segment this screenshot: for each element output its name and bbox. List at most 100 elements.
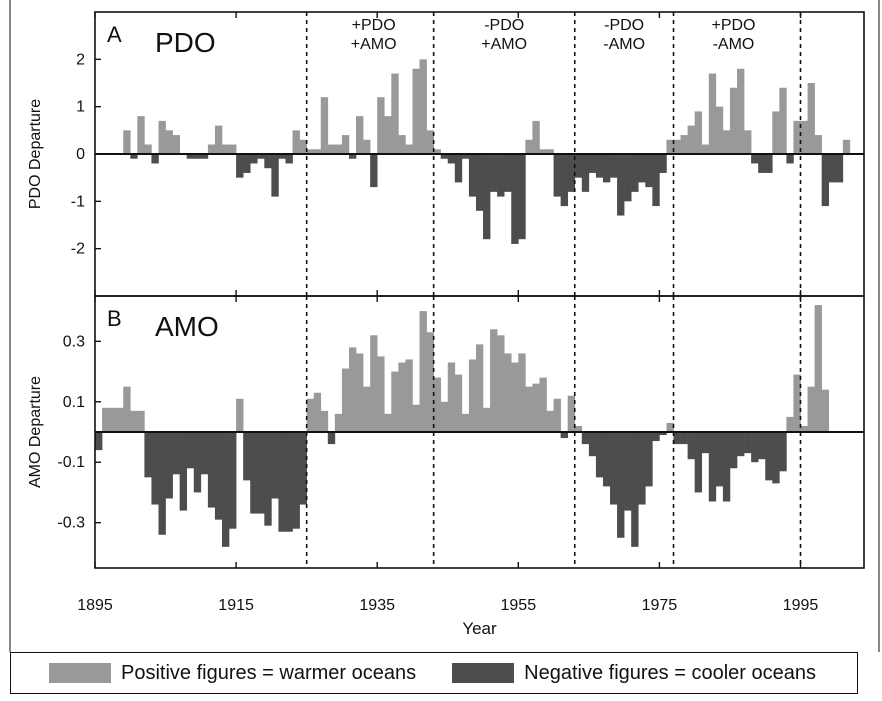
bar-pdo-1994 xyxy=(793,120,801,154)
bar-pdo-1917 xyxy=(250,154,258,164)
bar-amo-1974 xyxy=(652,432,660,442)
bar-pdo-1909 xyxy=(193,154,202,159)
bar-pdo-1902 xyxy=(144,144,152,154)
bar-amo-1940 xyxy=(412,404,420,432)
bar-pdo-1970 xyxy=(624,154,632,202)
bar-amo-1930 xyxy=(341,368,350,432)
bar-amo-1981 xyxy=(701,432,710,454)
bar-pdo-1959 xyxy=(546,149,554,154)
bar-pdo-1986 xyxy=(737,68,745,154)
bar-amo-1932 xyxy=(356,353,364,432)
bar-pdo-1952 xyxy=(497,154,505,197)
legend: Positive figures = warmer oceans Negativ… xyxy=(10,652,858,694)
bar-pdo-1938 xyxy=(398,135,406,154)
bar-pdo-1939 xyxy=(405,144,413,154)
bar-pdo-1975 xyxy=(659,154,667,173)
bar-amo-1967 xyxy=(602,432,611,487)
bar-amo-1965 xyxy=(588,432,597,457)
bar-amo-1960 xyxy=(553,398,561,432)
x-axis: 1895 1915 1935 1955 1975 1995 Year xyxy=(77,597,818,638)
bar-amo-1982 xyxy=(708,432,717,502)
bar-pdo-1913 xyxy=(221,144,230,154)
bar-pdo-1911 xyxy=(207,144,216,154)
bar-pdo-1926 xyxy=(313,149,322,154)
bar-amo-1900 xyxy=(130,410,138,432)
x-tick-label: 1915 xyxy=(218,597,254,614)
bar-pdo-1972 xyxy=(638,154,646,183)
bar-amo-1980 xyxy=(694,432,703,493)
bar-amo-1908 xyxy=(186,432,195,469)
bar-pdo-2000 xyxy=(835,154,844,183)
bar-pdo-1915 xyxy=(236,154,244,178)
y-tick-label: -0.1 xyxy=(57,454,85,471)
bar-pdo-1965 xyxy=(588,154,597,173)
bar-pdo-1981 xyxy=(701,144,710,154)
y-tick-label: 0.3 xyxy=(63,333,85,350)
bar-pdo-1992 xyxy=(779,87,787,154)
bar-pdo-1963 xyxy=(574,154,583,178)
bar-amo-1998 xyxy=(821,389,830,432)
bar-amo-1909 xyxy=(193,432,202,493)
bar-amo-1936 xyxy=(384,413,392,432)
y-axis-label: AMO Departure xyxy=(27,376,44,488)
bar-amo-1907 xyxy=(179,432,188,511)
bar-pdo-1985 xyxy=(729,87,738,154)
bar-amo-1954 xyxy=(511,362,519,432)
x-tick-label: 1935 xyxy=(359,597,395,614)
bar-amo-1927 xyxy=(320,410,329,432)
bar-amo-1942 xyxy=(426,332,434,432)
bar-pdo-1940 xyxy=(412,68,420,154)
bar-amo-1992 xyxy=(779,432,787,472)
regime-label-line2: -AMO xyxy=(713,36,755,53)
bar-amo-1905 xyxy=(165,432,173,499)
bar-pdo-1900 xyxy=(130,154,138,159)
bar-amo-1979 xyxy=(687,432,695,460)
bar-pdo-1988 xyxy=(751,154,759,164)
bar-pdo-1947 xyxy=(461,154,470,159)
bar-amo-1946 xyxy=(454,374,463,432)
bar-pdo-1980 xyxy=(694,111,703,154)
bar-pdo-1931 xyxy=(348,154,357,159)
bar-amo-1985 xyxy=(729,432,738,469)
bar-amo-1952 xyxy=(497,335,505,432)
bar-pdo-1974 xyxy=(652,154,660,207)
bar-pdo-1954 xyxy=(511,154,519,244)
bar-amo-1973 xyxy=(645,432,653,487)
bar-pdo-1918 xyxy=(257,154,265,159)
bar-pdo-1899 xyxy=(123,130,131,154)
bar-amo-1924 xyxy=(299,432,307,505)
bar-amo-1913 xyxy=(221,432,230,547)
bar-pdo-1919 xyxy=(264,154,272,169)
bar-amo-1984 xyxy=(722,432,731,502)
legend-item-positive: Positive figures = warmer oceans xyxy=(49,662,416,685)
bar-amo-1976 xyxy=(666,422,674,432)
bar-pdo-1991 xyxy=(772,111,780,154)
bar-pdo-1927 xyxy=(320,97,329,154)
bar-pdo-1969 xyxy=(617,154,625,216)
y-tick-label: 1 xyxy=(76,99,85,116)
panel-title: PDO xyxy=(155,27,216,58)
panel-b-amo: 0.3 0.1 -0.1 -0.3 B AMO AMO Departure xyxy=(27,295,865,569)
bar-amo-1958 xyxy=(539,377,547,432)
bar-amo-1963 xyxy=(574,425,583,432)
bar-amo-1925 xyxy=(306,398,315,432)
bar-amo-1962 xyxy=(567,395,576,432)
bar-amo-1957 xyxy=(532,383,540,432)
bar-pdo-1916 xyxy=(243,154,251,173)
bar-pdo-1923 xyxy=(292,130,300,154)
bar-amo-1947 xyxy=(461,413,470,432)
bar-amo-1956 xyxy=(525,386,533,432)
bar-amo-1943 xyxy=(433,377,441,432)
regime-label-line1: +PDO xyxy=(711,17,755,34)
y-tick-label: -1 xyxy=(71,193,85,210)
bar-pdo-1977 xyxy=(673,139,681,154)
bar-amo-1977 xyxy=(673,432,681,445)
bar-amo-1996 xyxy=(807,386,815,432)
bar-pdo-1943 xyxy=(433,149,441,154)
bar-amo-1990 xyxy=(765,432,773,481)
bar-pdo-1960 xyxy=(553,154,561,197)
bar-amo-1928 xyxy=(327,432,336,445)
bar-pdo-1973 xyxy=(645,154,653,188)
bar-pdo-1961 xyxy=(560,154,568,207)
bar-amo-1975 xyxy=(659,432,667,436)
